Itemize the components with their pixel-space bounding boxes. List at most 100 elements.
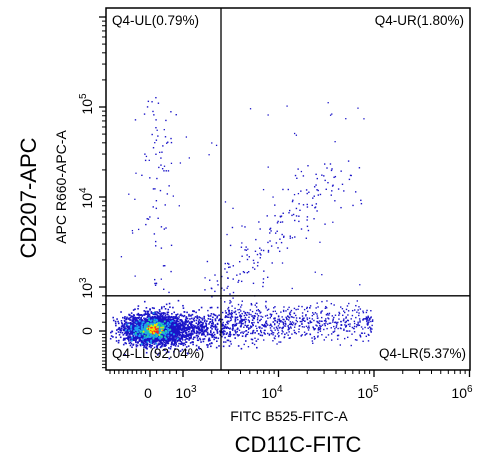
- event-dot: [174, 332, 176, 335]
- event-dot: [175, 317, 178, 320]
- event-dot: [186, 321, 188, 324]
- event-dot: [130, 323, 133, 326]
- event-dot: [146, 338, 149, 341]
- event-dot: [159, 337, 162, 340]
- event-dot: [135, 334, 138, 337]
- event-dot: [145, 347, 147, 349]
- event-dot: [321, 324, 324, 326]
- event-dot: [193, 336, 195, 339]
- event-dot: [122, 328, 125, 331]
- event-dot: [232, 291, 235, 294]
- event-dot: [129, 334, 131, 336]
- event-dot: [367, 323, 369, 325]
- event-dot: [321, 310, 323, 312]
- event-dot: [317, 306, 319, 308]
- event-dot: [226, 287, 228, 289]
- event-dot: [331, 185, 334, 187]
- event-dot: [199, 347, 201, 350]
- event-dot: [345, 316, 347, 318]
- event-dot: [314, 271, 316, 273]
- event-dot: [163, 319, 166, 322]
- event-dot: [177, 345, 180, 347]
- event-dot: [158, 319, 161, 321]
- event-dot: [334, 200, 336, 202]
- event-dot: [145, 340, 148, 342]
- event-dot: [172, 316, 175, 318]
- event-dot: [206, 344, 208, 346]
- event-dot: [170, 331, 173, 334]
- event-dot: [143, 317, 145, 320]
- event-dot: [169, 320, 172, 323]
- event-dot: [312, 342, 314, 344]
- event-dot: [181, 339, 184, 341]
- event-dot: [176, 318, 178, 321]
- event-dot: [345, 321, 347, 324]
- event-dot: [358, 167, 361, 169]
- event-dot: [216, 315, 219, 318]
- event-dot: [167, 329, 170, 332]
- event-dot: [191, 313, 194, 316]
- event-dot: [244, 249, 246, 251]
- event-dot: [267, 249, 270, 252]
- event-dot: [186, 326, 188, 329]
- event-dot: [188, 157, 190, 159]
- event-dot: [164, 314, 167, 317]
- event-dot: [253, 262, 255, 264]
- event-dot: [192, 338, 195, 340]
- event-dot: [170, 318, 172, 321]
- event-dot: [208, 315, 210, 317]
- event-dot: [240, 306, 242, 308]
- event-dot: [242, 318, 244, 321]
- event-dot: [284, 320, 286, 323]
- event-dot: [284, 322, 287, 324]
- event-dot: [195, 334, 198, 337]
- event-dot: [127, 340, 130, 342]
- event-dot: [298, 203, 300, 205]
- event-dot: [152, 331, 155, 334]
- event-dot: [216, 332, 219, 334]
- event-dot: [303, 317, 305, 319]
- event-dot: [131, 337, 134, 340]
- event-dot: [165, 323, 167, 326]
- event-dot: [315, 307, 317, 309]
- event-dot: [243, 343, 245, 346]
- event-dot: [315, 173, 317, 176]
- event-dot: [154, 339, 157, 342]
- event-dot: [313, 313, 315, 316]
- event-dot: [309, 321, 312, 324]
- event-dot: [171, 325, 174, 328]
- event-dot: [160, 338, 163, 341]
- event-dot: [185, 332, 188, 334]
- event-dot: [319, 193, 322, 196]
- event-dot: [276, 320, 279, 323]
- event-dot: [146, 316, 149, 319]
- event-dot: [147, 218, 150, 220]
- x-tick-label: 106: [451, 384, 473, 401]
- event-dot: [367, 315, 369, 317]
- event-dot: [217, 337, 220, 340]
- event-dot: [170, 315, 173, 318]
- event-dot: [139, 344, 142, 347]
- event-dot: [325, 320, 327, 322]
- event-dot: [229, 319, 232, 322]
- event-dot: [174, 317, 176, 320]
- event-dot: [149, 341, 152, 343]
- event-dot: [207, 340, 210, 342]
- event-dot: [212, 334, 215, 337]
- event-dot: [128, 329, 130, 332]
- event-dot: [278, 318, 281, 320]
- event-dot: [348, 330, 351, 332]
- event-dot: [122, 326, 125, 329]
- event-dot: [167, 315, 170, 318]
- event-dot: [234, 324, 236, 327]
- event-dot: [319, 330, 322, 332]
- event-dot: [229, 313, 231, 315]
- event-dot: [145, 155, 148, 158]
- event-dot: [147, 325, 150, 328]
- event-dot: [305, 313, 307, 316]
- event-dot: [152, 188, 155, 190]
- event-dot: [144, 332, 146, 335]
- event-dot: [148, 339, 151, 342]
- event-dot: [184, 330, 186, 332]
- event-dot: [134, 198, 136, 200]
